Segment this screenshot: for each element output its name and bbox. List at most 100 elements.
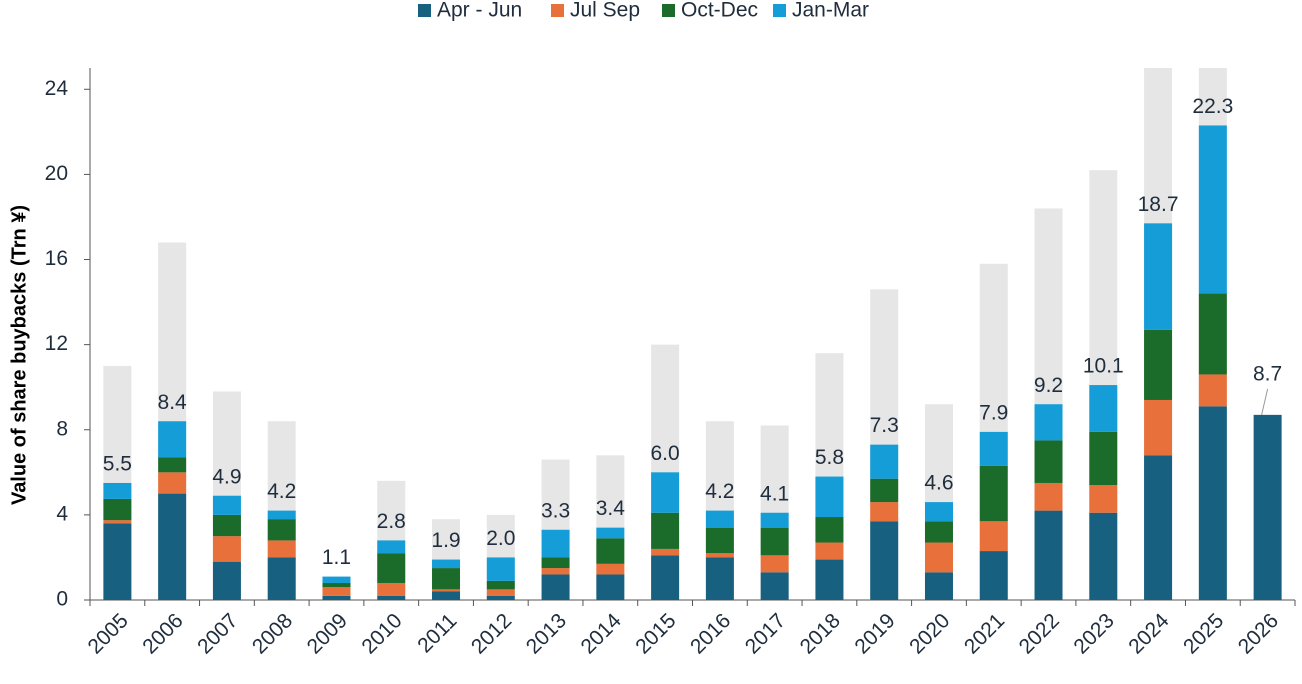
bar-segment bbox=[1198, 374, 1227, 407]
bar-segment bbox=[212, 561, 241, 600]
x-tick-label: 2017 bbox=[741, 609, 790, 658]
total-label: 8.7 bbox=[1253, 362, 1282, 385]
bar-segment bbox=[1034, 440, 1063, 483]
bar-segment bbox=[432, 591, 461, 600]
bar-segment bbox=[1034, 510, 1063, 600]
total-label: 2.0 bbox=[486, 527, 515, 550]
bar-segment bbox=[1198, 293, 1227, 375]
bar-segment bbox=[212, 514, 241, 537]
bar-segment bbox=[979, 465, 1008, 522]
bar-segment bbox=[705, 527, 734, 554]
x-tick-label: 2026 bbox=[1234, 609, 1283, 658]
x-tick-label: 2010 bbox=[357, 609, 406, 658]
bar-segment bbox=[158, 472, 187, 494]
bar-segment bbox=[267, 519, 296, 541]
bar-segment bbox=[651, 512, 680, 549]
bar-segment bbox=[596, 538, 625, 564]
total-label: 22.3 bbox=[1192, 95, 1233, 118]
bar-segment bbox=[1198, 406, 1227, 600]
bar-segment bbox=[486, 595, 515, 600]
bar-segment bbox=[760, 512, 789, 528]
bar-segment bbox=[1144, 329, 1173, 400]
bar-segment bbox=[651, 472, 680, 513]
x-tick-label: 2023 bbox=[1069, 609, 1118, 658]
bar-segment bbox=[541, 557, 570, 569]
bar-segment bbox=[815, 559, 844, 600]
total-label: 3.4 bbox=[596, 497, 626, 520]
bar-segment bbox=[815, 476, 844, 518]
bar-segment bbox=[267, 557, 296, 600]
total-label: 10.1 bbox=[1083, 355, 1124, 378]
bar-segment bbox=[1253, 414, 1282, 600]
total-label: 7.9 bbox=[979, 401, 1008, 424]
y-tick-label: 8 bbox=[56, 417, 68, 440]
bar-segment bbox=[651, 555, 680, 600]
bar-segment bbox=[760, 572, 789, 600]
bar-segment bbox=[158, 457, 187, 473]
bar-segment bbox=[1144, 455, 1173, 600]
total-label: 5.5 bbox=[103, 453, 132, 476]
bar-segment bbox=[377, 582, 406, 596]
legend-swatch bbox=[551, 4, 564, 17]
bar-segment bbox=[760, 527, 789, 556]
bar-segment bbox=[377, 595, 406, 600]
bar-segment bbox=[212, 495, 241, 515]
bar-segment bbox=[651, 548, 680, 556]
total-label: 1.1 bbox=[322, 546, 351, 569]
bar-segment bbox=[267, 540, 296, 558]
bar-segment bbox=[596, 563, 625, 575]
y-tick-label: 12 bbox=[45, 332, 68, 355]
total-label: 7.3 bbox=[870, 414, 899, 437]
bar-segment bbox=[705, 557, 734, 600]
bar-segment bbox=[1144, 399, 1173, 456]
total-label: 3.3 bbox=[541, 499, 570, 522]
bar-segment bbox=[924, 572, 953, 600]
x-tick-label: 2019 bbox=[850, 609, 899, 658]
bar-segment bbox=[158, 421, 187, 458]
total-label: 18.7 bbox=[1138, 193, 1179, 216]
bar-segment bbox=[103, 520, 132, 524]
bar-segment bbox=[541, 568, 570, 575]
total-label: 4.1 bbox=[760, 482, 789, 505]
bar-segment bbox=[432, 568, 461, 590]
bar-segment bbox=[377, 553, 406, 583]
x-tick-label: 2005 bbox=[84, 609, 133, 658]
y-axis-title: Value of share buybacks (Trn ¥) bbox=[8, 205, 30, 505]
bar-segment bbox=[541, 529, 570, 558]
bar-segment bbox=[979, 521, 1008, 552]
bar-segment bbox=[870, 444, 899, 479]
bar-segment bbox=[1198, 125, 1227, 294]
x-tick-label: 2014 bbox=[577, 609, 627, 659]
bar-segment bbox=[760, 555, 789, 573]
bar-segment bbox=[322, 582, 351, 588]
total-label: 4.9 bbox=[212, 465, 241, 488]
bar-segment bbox=[1089, 385, 1118, 432]
bar-segment bbox=[486, 580, 515, 590]
bar-segment bbox=[979, 551, 1008, 600]
total-label: 6.0 bbox=[651, 442, 680, 465]
total-label: 9.2 bbox=[1034, 374, 1063, 397]
bar-segment bbox=[322, 576, 351, 583]
bar-segment bbox=[870, 502, 899, 522]
x-tick-label: 2006 bbox=[138, 609, 187, 658]
bar-segment bbox=[1089, 431, 1118, 486]
bar-segment bbox=[815, 517, 844, 543]
x-tick-label: 2022 bbox=[1015, 609, 1064, 658]
bar-segment bbox=[486, 589, 515, 596]
legend-label: Oct-Dec bbox=[681, 0, 758, 22]
bar-segment bbox=[1089, 485, 1118, 513]
bar-segment bbox=[103, 523, 132, 600]
x-tick-label: 2018 bbox=[796, 609, 845, 658]
x-tick-label: 2008 bbox=[248, 609, 297, 658]
bar-segment bbox=[322, 595, 351, 600]
x-tick-label: 2020 bbox=[905, 609, 954, 658]
leader-line bbox=[1261, 388, 1269, 415]
y-tick-label: 20 bbox=[45, 162, 68, 185]
bar-segment bbox=[1144, 223, 1173, 330]
y-tick-label: 24 bbox=[45, 77, 69, 100]
bar-segment bbox=[103, 482, 132, 499]
bar-segment bbox=[705, 510, 734, 528]
bar-segment bbox=[1034, 404, 1063, 441]
legend: Apr - Jun Jul Sep Oct-Dec Jan-Mar bbox=[418, 0, 869, 22]
